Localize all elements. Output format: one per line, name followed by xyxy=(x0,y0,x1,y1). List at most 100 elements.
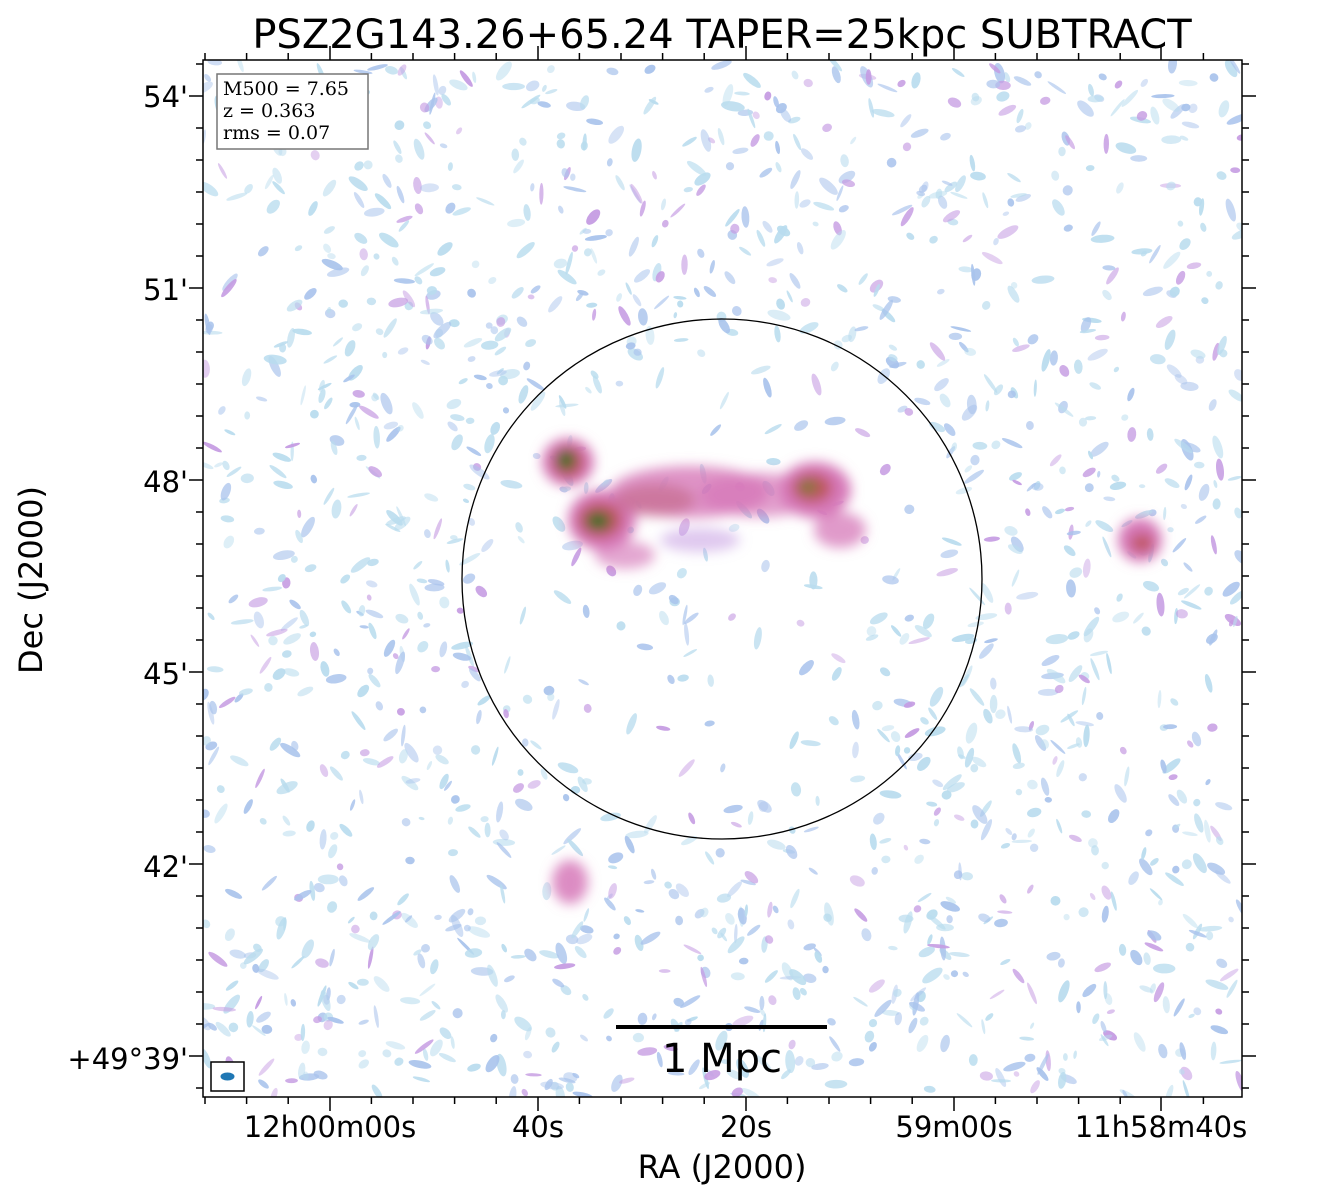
noise-blob xyxy=(644,64,656,74)
noise-blob xyxy=(970,171,986,181)
noise-blob xyxy=(1056,760,1065,778)
noise-blob xyxy=(1235,1070,1242,1093)
noise-blob xyxy=(637,1047,658,1056)
noise-blob xyxy=(868,1019,878,1028)
noise-blob xyxy=(1052,199,1065,216)
noise-blob xyxy=(341,600,352,614)
noise-blob xyxy=(371,1084,383,1097)
noise-blob xyxy=(638,308,648,326)
emission-east-tail xyxy=(814,512,866,548)
noise-blob xyxy=(766,457,781,466)
noise-blob xyxy=(244,184,253,194)
noise-blob xyxy=(958,862,962,881)
noise-blob xyxy=(434,914,442,921)
noise-blob xyxy=(949,952,970,957)
noise-blob xyxy=(1091,845,1099,856)
noise-blob xyxy=(561,168,570,178)
noise-blob xyxy=(447,162,453,171)
noise-blob xyxy=(396,215,413,223)
noise-blob xyxy=(868,98,875,118)
noise-blob xyxy=(375,328,384,336)
noise-blob xyxy=(329,766,343,781)
noise-blob xyxy=(582,604,590,619)
noise-blob xyxy=(838,205,849,213)
noise-blob xyxy=(789,273,801,289)
noise-blob xyxy=(1133,1032,1146,1052)
noise-blob xyxy=(1231,228,1242,240)
noise-blob xyxy=(822,123,832,132)
noise-blob xyxy=(879,790,902,799)
noise-blob xyxy=(664,881,672,889)
noise-blob xyxy=(972,805,988,824)
noise-blob xyxy=(1115,142,1137,154)
noise-blob xyxy=(510,954,526,959)
noise-blob xyxy=(494,346,507,356)
noise-blob xyxy=(989,63,1001,74)
noise-blob xyxy=(417,611,424,620)
noise-blob xyxy=(358,1059,369,1069)
noise-blob xyxy=(557,762,579,774)
noise-blob xyxy=(831,1051,843,1062)
noise-blob xyxy=(897,79,906,88)
noise-blob xyxy=(725,209,740,227)
noise-blob xyxy=(286,299,303,312)
noise-blob xyxy=(1230,167,1241,174)
noise-blob xyxy=(1094,607,1101,615)
noise-blob xyxy=(964,347,977,356)
noise-blob xyxy=(1002,211,1010,216)
noise-blob xyxy=(429,267,446,277)
noise-blob xyxy=(262,586,283,592)
noise-blob xyxy=(852,741,859,759)
noise-blob xyxy=(1106,652,1112,675)
noise-blob xyxy=(873,812,885,825)
noise-blob xyxy=(1210,535,1217,555)
noise-blob xyxy=(490,326,499,335)
noise-blob xyxy=(558,1077,576,1084)
noise-blob xyxy=(1007,544,1023,554)
noise-blob xyxy=(1010,282,1018,289)
noise-blob xyxy=(616,293,623,302)
noise-blob xyxy=(877,728,890,743)
noise-blob xyxy=(463,337,483,348)
noise-blob xyxy=(225,980,239,991)
noise-blob xyxy=(1015,788,1023,796)
noise-blob xyxy=(283,633,301,645)
emission-bridge-inner xyxy=(615,484,695,516)
noise-blob xyxy=(432,74,439,96)
image-panel xyxy=(202,59,1243,1098)
noise-blob xyxy=(516,316,528,327)
noise-blob xyxy=(1201,297,1209,304)
noise-blob xyxy=(1128,871,1139,885)
noise-blob xyxy=(439,596,450,609)
noise-blob xyxy=(1215,1008,1223,1015)
noise-blob xyxy=(1215,458,1225,481)
noise-blob xyxy=(1170,698,1179,706)
noise-blob xyxy=(449,79,468,91)
noise-blob xyxy=(668,888,680,900)
noise-blob xyxy=(1135,510,1153,519)
noise-blob xyxy=(203,845,216,853)
noise-blob xyxy=(488,276,497,285)
noise-blob xyxy=(1066,579,1076,598)
noise-blob xyxy=(522,694,533,704)
noise-blob xyxy=(368,674,381,688)
noise-blob xyxy=(1198,483,1210,501)
noise-blob xyxy=(1225,198,1236,222)
noise-blob xyxy=(1119,746,1127,755)
noise-blob xyxy=(796,619,805,627)
noise-blob xyxy=(1094,334,1110,341)
noise-blob xyxy=(368,466,382,478)
noise-blob xyxy=(1195,515,1207,524)
noise-blob xyxy=(1067,631,1080,640)
noise-blob xyxy=(997,910,1013,914)
noise-blob xyxy=(730,223,740,234)
noise-blob xyxy=(868,1042,877,1052)
noise-blob xyxy=(728,523,740,532)
noise-blob xyxy=(218,696,236,709)
noise-blob xyxy=(530,183,535,192)
noise-blob xyxy=(953,814,965,821)
noise-blob xyxy=(917,892,932,903)
noise-blob xyxy=(590,370,599,379)
noise-blob xyxy=(1205,779,1211,786)
noise-blob xyxy=(1153,982,1165,1003)
